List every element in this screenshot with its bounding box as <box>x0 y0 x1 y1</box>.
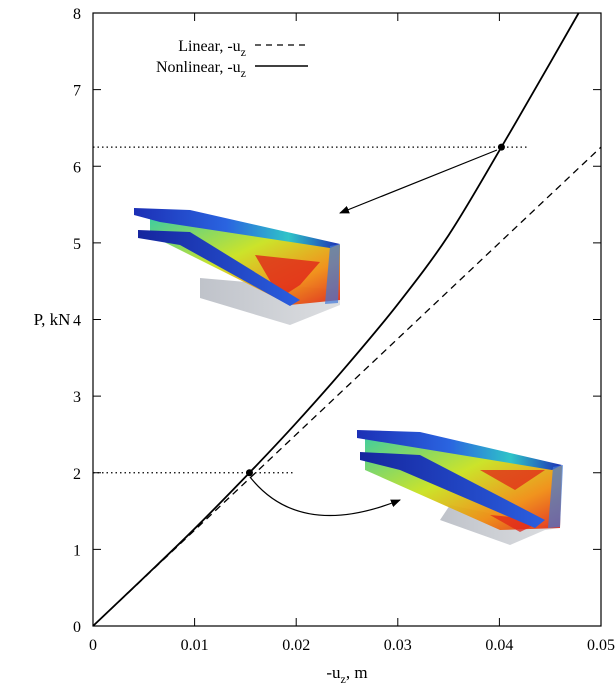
inset-upper-end <box>325 244 340 304</box>
data-point-marker <box>245 469 253 477</box>
y-tick-label: 5 <box>73 236 81 253</box>
inset-lower-hotspot <box>480 470 545 490</box>
inset-upper-top-flange <box>134 208 340 248</box>
legend: Linear, -uz Nonlinear, -uz <box>156 38 308 80</box>
legend-nonlinear-subscript: z <box>241 66 246 80</box>
legend-linear-subscript: z <box>241 45 246 59</box>
y-tick-label: 7 <box>73 83 81 100</box>
inset-upper-lower-flange <box>138 230 300 306</box>
x-tick-label: 0.04 <box>485 637 513 654</box>
y-tick-label: 8 <box>73 6 81 23</box>
inset-upper-hotspot <box>255 255 320 298</box>
x-tick-label: 0.02 <box>282 637 310 654</box>
y-tick-label: 1 <box>73 542 81 559</box>
series-linear-line <box>92 146 602 627</box>
x-tick-label: 0.03 <box>384 637 412 654</box>
series-nonlinear-line <box>92 12 580 627</box>
y-tick-label: 4 <box>73 313 81 330</box>
data-point-marker <box>497 143 505 151</box>
x-tick-label: 0.05 <box>587 637 615 654</box>
inset-lower-end <box>548 465 563 528</box>
legend-nonlinear-label: Nonlinear, -uz <box>156 59 246 80</box>
x-tick-label: 0.01 <box>181 637 209 654</box>
x-tick-label: 0 <box>89 637 97 654</box>
inset-lower-lower-flange <box>360 452 545 528</box>
y-tick-label: 2 <box>73 466 81 483</box>
x-axis-label: -uz, m <box>326 663 367 686</box>
y-axis-label: P, kN <box>34 310 71 329</box>
inset-deformed-beam-upper <box>134 208 340 325</box>
data-markers <box>245 143 505 477</box>
annotation-arrow-upper <box>339 149 498 214</box>
inset-lower-top-flange <box>357 430 562 470</box>
reference-lines <box>93 146 527 474</box>
tick-labels: 0 0.01 0.02 0.03 0.04 0.05 0 1 2 3 4 5 6 7 8 <box>73 6 615 654</box>
y-tick-label: 0 <box>73 619 81 636</box>
y-tick-label: 3 <box>73 389 81 406</box>
x-axis-label-subscript: z <box>341 672 346 686</box>
series-lines <box>92 12 602 627</box>
legend-linear-label: Linear, -uz <box>178 38 246 59</box>
y-tick-label: 6 <box>73 159 81 176</box>
annotation-arrow-lower <box>249 476 401 517</box>
inset-deformed-beam-lower <box>357 430 563 545</box>
